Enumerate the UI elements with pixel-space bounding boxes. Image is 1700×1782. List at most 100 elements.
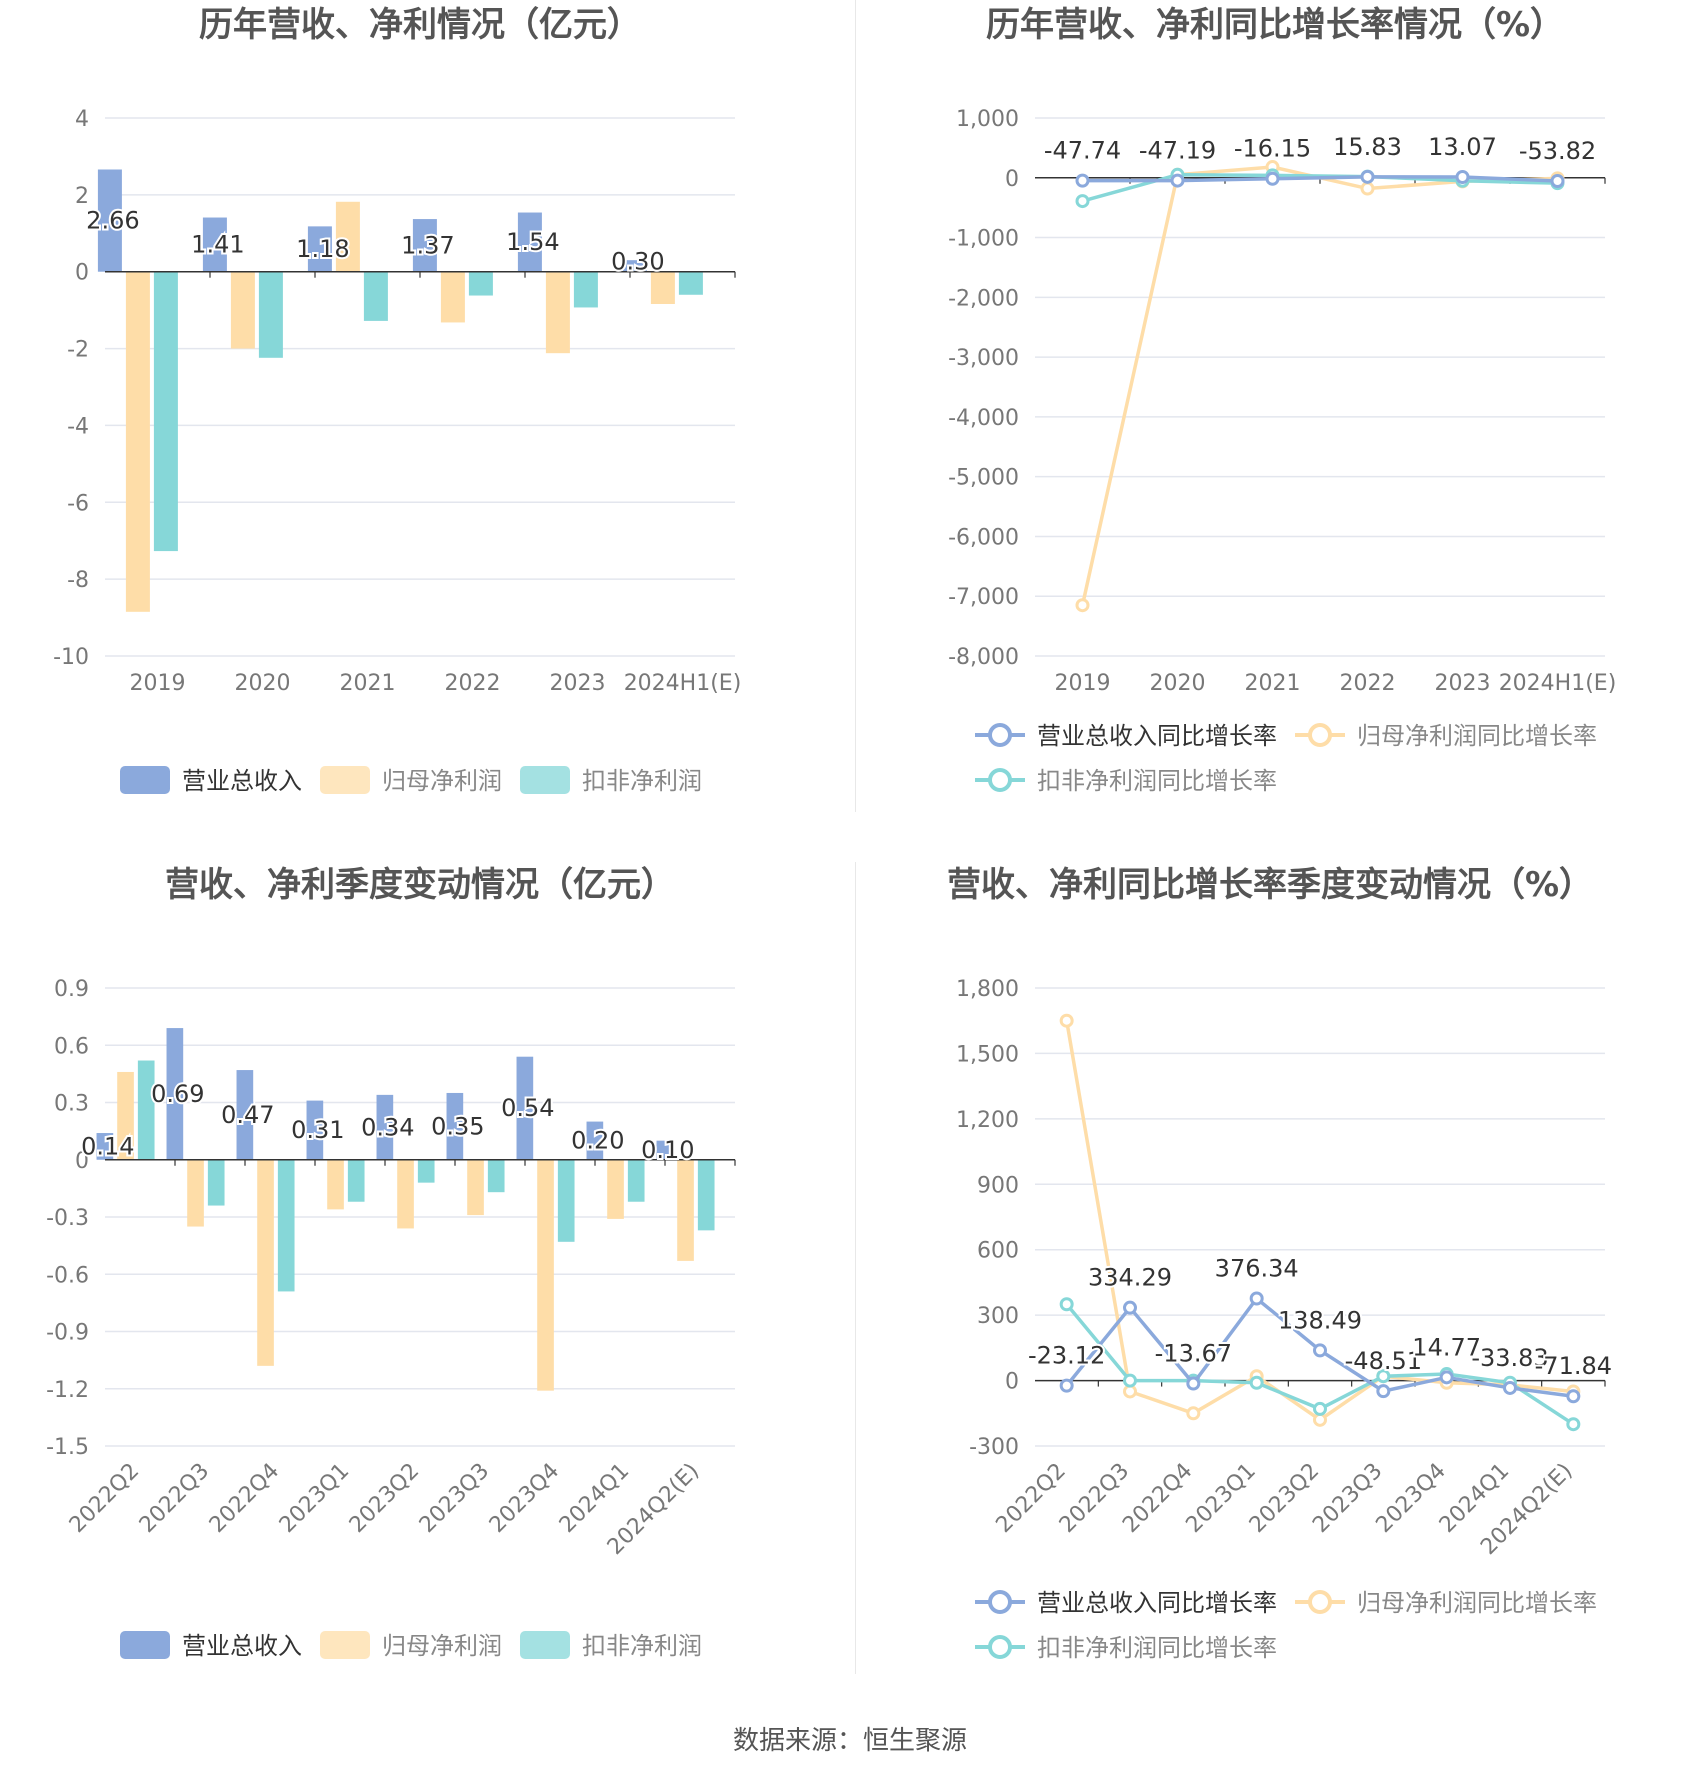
bar-归母净利润 [650, 271, 675, 304]
bar-营业总收入 [656, 1140, 674, 1160]
legend-label: 营业总收入同比增长率 [1037, 722, 1277, 750]
x-tick-label: 2023Q3 [415, 1459, 494, 1538]
data-label: 0.31 [291, 1116, 344, 1144]
x-tick-label: 2022 [1340, 671, 1396, 696]
legend-swatch [520, 766, 570, 794]
series-point [1360, 181, 1375, 196]
y-tick-label: 0 [75, 1149, 89, 1174]
legend-swatch [520, 1631, 570, 1659]
bar-归母净利润 [257, 1159, 274, 1366]
x-tick-label: 2022Q3 [135, 1459, 214, 1538]
y-tick-label: 2 [75, 184, 89, 209]
bar-营业总收入 [96, 1133, 114, 1160]
bar-归母净利润 [335, 201, 360, 272]
x-tick-label: 2019 [130, 671, 186, 696]
bar-扣非净利润 [697, 1159, 715, 1231]
series-point [1075, 194, 1090, 209]
panel-divider-top [855, 0, 856, 812]
bar-营业总收入 [166, 1028, 184, 1160]
y-tick-label: -6,000 [948, 525, 1019, 550]
bar-营业总收入 [376, 1094, 394, 1160]
y-tick-label: 0 [1005, 1370, 1019, 1395]
legend-swatch [120, 766, 170, 794]
y-tick-label: 0 [75, 261, 89, 286]
data-label: 0.14 [81, 1132, 134, 1160]
y-tick-label: 0.9 [54, 977, 89, 1002]
x-tick-label: 2023Q1 [275, 1459, 354, 1538]
y-tick-label: -4,000 [948, 406, 1019, 431]
data-source-note: 数据来源：恒生聚源 [732, 1726, 967, 1756]
legend-marker [1308, 1590, 1332, 1614]
legend-label: 归母净利润同比增长率 [1357, 1589, 1597, 1617]
data-label: -47.74 [1044, 137, 1121, 165]
legend-label: 归母净利润同比增长率 [1357, 722, 1597, 750]
x-tick-label: 2024H1(E) [624, 671, 742, 696]
series-point [1566, 1389, 1581, 1404]
chart-title: 营收、净利季度变动情况（亿元） [165, 865, 675, 905]
x-tick-label: 2023 [550, 671, 606, 696]
y-tick-label: 0.6 [54, 1034, 89, 1059]
series-point [1170, 173, 1185, 188]
bar-扣非净利润 [347, 1159, 365, 1202]
x-tick-label: 2023Q3 [1308, 1459, 1387, 1538]
bar-归母净利润 [545, 271, 570, 354]
bar-归母净利润 [677, 1159, 694, 1261]
data-label: 0.54 [501, 1094, 554, 1122]
y-tick-label: -4 [67, 414, 89, 439]
x-tick-label: 2022Q4 [1118, 1459, 1197, 1538]
data-label: -23.12 [1028, 1342, 1105, 1370]
data-label: -47.19 [1139, 137, 1216, 165]
data-label: -13.67 [1155, 1340, 1232, 1368]
series-point [1123, 1384, 1137, 1399]
bar-扣非净利润 [153, 271, 178, 552]
data-label: 0.30 [611, 248, 664, 276]
legend-label: 扣非净利润 [582, 1632, 702, 1660]
series-point [1123, 1300, 1137, 1315]
data-label: 2.66 [86, 207, 139, 235]
legend-label: 归母净利润 [382, 1632, 502, 1660]
legend-marker [1308, 723, 1332, 747]
series-point [1265, 171, 1280, 186]
data-label: 0.69 [151, 1080, 204, 1108]
data-label: 138.49 [1278, 1306, 1362, 1334]
series-point [1059, 1013, 1074, 1028]
x-tick-label: 2023Q1 [1181, 1459, 1260, 1538]
x-tick-label: 2023 [1435, 671, 1491, 696]
chart-quarterly-growth-rate: 营收、净利同比增长率季度变动情况（%） 1,800 1,500 1,200 900 600… [947, 865, 1614, 1662]
data-label: -48.51 [1345, 1347, 1422, 1375]
bar-营业总收入 [307, 226, 332, 272]
data-label: 0.20 [571, 1127, 624, 1155]
x-tick-label: 2022Q4 [205, 1459, 284, 1538]
legend-marker [988, 768, 1012, 792]
data-label: -71.84 [1535, 1352, 1612, 1380]
x-tick-label: 2023Q2 [1245, 1459, 1324, 1538]
data-label: 15.83 [1333, 133, 1402, 161]
y-tick-label: -0.9 [46, 1321, 89, 1346]
x-tick-label: 2024H1(E) [1499, 671, 1617, 696]
series-point [1376, 1384, 1391, 1399]
bar-营业总收入 [412, 219, 437, 272]
y-tick-label: 4 [75, 107, 89, 132]
series-point [1550, 173, 1565, 188]
legend-label: 扣非净利润同比增长率 [1037, 1634, 1277, 1662]
chart-annual-growth-rate: 历年营收、净利同比增长率情况（%） 1,000 0 -1,000 -2,000 -3,00… [948, 5, 1617, 795]
data-label: 1.37 [401, 231, 454, 259]
bar-归母净利润 [327, 1159, 344, 1210]
bar-归母净利润 [125, 271, 150, 612]
x-tick-label: 2022Q2 [991, 1459, 1070, 1538]
data-label: 376.34 [1215, 1254, 1299, 1282]
y-tick-label: -300 [969, 1435, 1019, 1460]
legend-marker [988, 1635, 1012, 1659]
bar-营业总收入 [306, 1100, 324, 1160]
bar-归母净利润 [397, 1159, 414, 1229]
series-point [1360, 169, 1375, 184]
legend-label: 营业总收入 [182, 1632, 302, 1660]
bar-扣非净利润 [627, 1159, 645, 1202]
y-tick-label: 0 [1005, 167, 1019, 192]
bar-营业总收入 [446, 1092, 464, 1160]
y-tick-label: -8 [67, 568, 89, 593]
y-tick-label: -2,000 [948, 286, 1019, 311]
x-tick-label: 2019 [1055, 671, 1111, 696]
bar-营业总收入 [586, 1121, 604, 1160]
bar-扣非净利润 [487, 1159, 505, 1193]
